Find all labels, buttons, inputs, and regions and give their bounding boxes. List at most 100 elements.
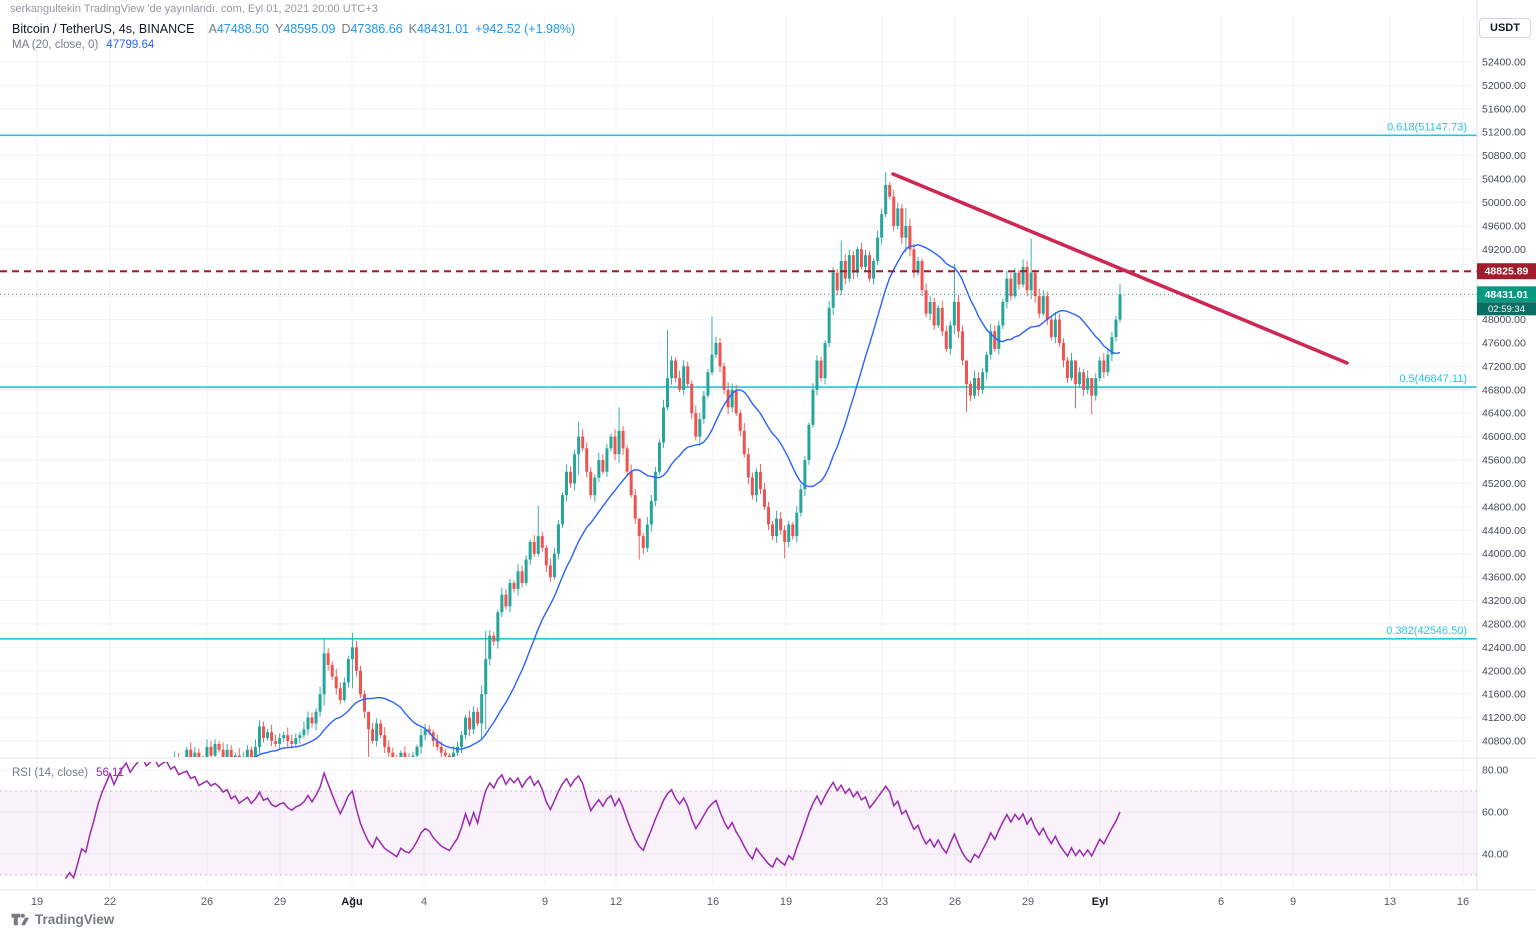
candle-body [1041,296,1045,314]
candle-body [835,272,839,291]
candle-body [888,184,892,197]
candle-body [686,366,690,384]
candle-body [459,735,463,747]
candle-body [1025,266,1029,291]
candle-body [783,530,787,542]
candle-body [306,717,310,730]
candle-body [524,559,528,583]
time-axis-label: 4 [421,896,427,908]
time-axis-label: 19 [31,896,43,908]
candle-body [544,547,548,566]
tradingview-logo-text: TradingView [35,912,115,927]
candle-body [952,301,956,326]
candle-body [1110,337,1114,355]
price-axis-label: 42400.00 [1482,642,1526,654]
candle-body [758,471,762,490]
price-axis-label: 51600.00 [1482,103,1526,115]
tradingview-logo[interactable]: TradingView [10,910,114,929]
candle-body [589,471,593,496]
symbol-legend: Bitcoin / TetherUS, 4s, BINANCE A47488.50… [12,22,575,51]
candle-body [189,749,193,757]
candle-body [427,729,431,733]
price-axis-label: 40800.00 [1482,736,1526,748]
candle-body [653,471,657,502]
candle-body [411,755,415,757]
candle-body [738,413,742,431]
candle-body [702,395,706,420]
candle-body [375,723,379,741]
candle-body [936,307,940,326]
candle-body [439,746,443,753]
time-axis-label: Ağu [341,896,362,908]
candle-body [1082,372,1086,390]
candle-body [823,342,827,379]
candle-body [552,553,556,578]
candle-body [811,389,815,425]
symbol-title[interactable]: Bitcoin / TetherUS, 4s, BINANCE [12,22,195,36]
candle-body [855,249,859,273]
descending-trendline[interactable] [891,172,1349,365]
time-axis-label: 16 [707,896,719,908]
price-axis-label: 48000.00 [1482,314,1526,326]
candle-body [916,261,920,273]
candle-body [678,378,682,390]
candle-body [1102,360,1106,373]
ma-legend-row[interactable]: MA (20, close, 0) 47799.64 [12,39,575,51]
candle-body [641,536,645,548]
candle-body [1049,319,1053,338]
candle-body [831,272,835,308]
candle-body [956,301,960,332]
candle-body [1061,342,1065,361]
candle-body [872,261,876,279]
time-axis-label: 12 [610,896,622,908]
low-value: 47386.66 [350,22,403,36]
price-axis-label: 50800.00 [1482,150,1526,162]
candle-body [969,383,973,396]
candle-body [985,354,989,373]
candle-body [383,735,387,747]
candle-body [565,471,569,496]
candle-body [484,659,488,695]
candle-body [819,360,823,379]
candle-body [795,512,799,537]
price-axis-label: 45200.00 [1482,478,1526,490]
candle-body [257,726,261,747]
rsi-legend-row[interactable]: RSI (14, close) 56.11 [12,767,124,779]
last-price-badge-text: 48431.01 [1485,289,1529,301]
candle-body [193,752,197,757]
candle-body [1009,278,1013,297]
time-axis-label: 29 [274,896,286,908]
candle-body [940,307,944,332]
candle-body [674,360,678,379]
candle-body [221,749,225,757]
candle-body [245,749,249,757]
candle-body [532,541,536,554]
candle-body [896,208,900,226]
candle-body [141,870,144,917]
candle-body [253,746,257,757]
currency-toggle-button[interactable]: USDT [1479,18,1531,38]
rsi-legend-label: RSI (14, close) [12,767,89,779]
candle-body [884,184,888,215]
alert-price-badge-text: 48825.89 [1485,266,1529,278]
change-value: +942.52 (+1.98%) [475,22,576,36]
price-axis-label: 52000.00 [1482,80,1526,92]
candle-body [286,735,290,741]
candle-body [536,536,540,554]
candle-body [762,489,766,507]
candle-body [270,732,274,741]
rsi-line[interactable] [64,758,1121,880]
ma-line[interactable] [86,243,1121,933]
price-axis-label: 47600.00 [1482,337,1526,349]
candle-body [508,582,512,607]
candle-body [556,524,560,554]
candle-body [621,430,625,449]
candle-body [791,524,795,537]
candle-body [609,436,613,449]
candle-body [290,741,294,744]
countdown-badge [1477,302,1536,316]
candle-body [249,749,253,757]
fib-level-label: 0.5(46847.11) [1399,373,1467,385]
